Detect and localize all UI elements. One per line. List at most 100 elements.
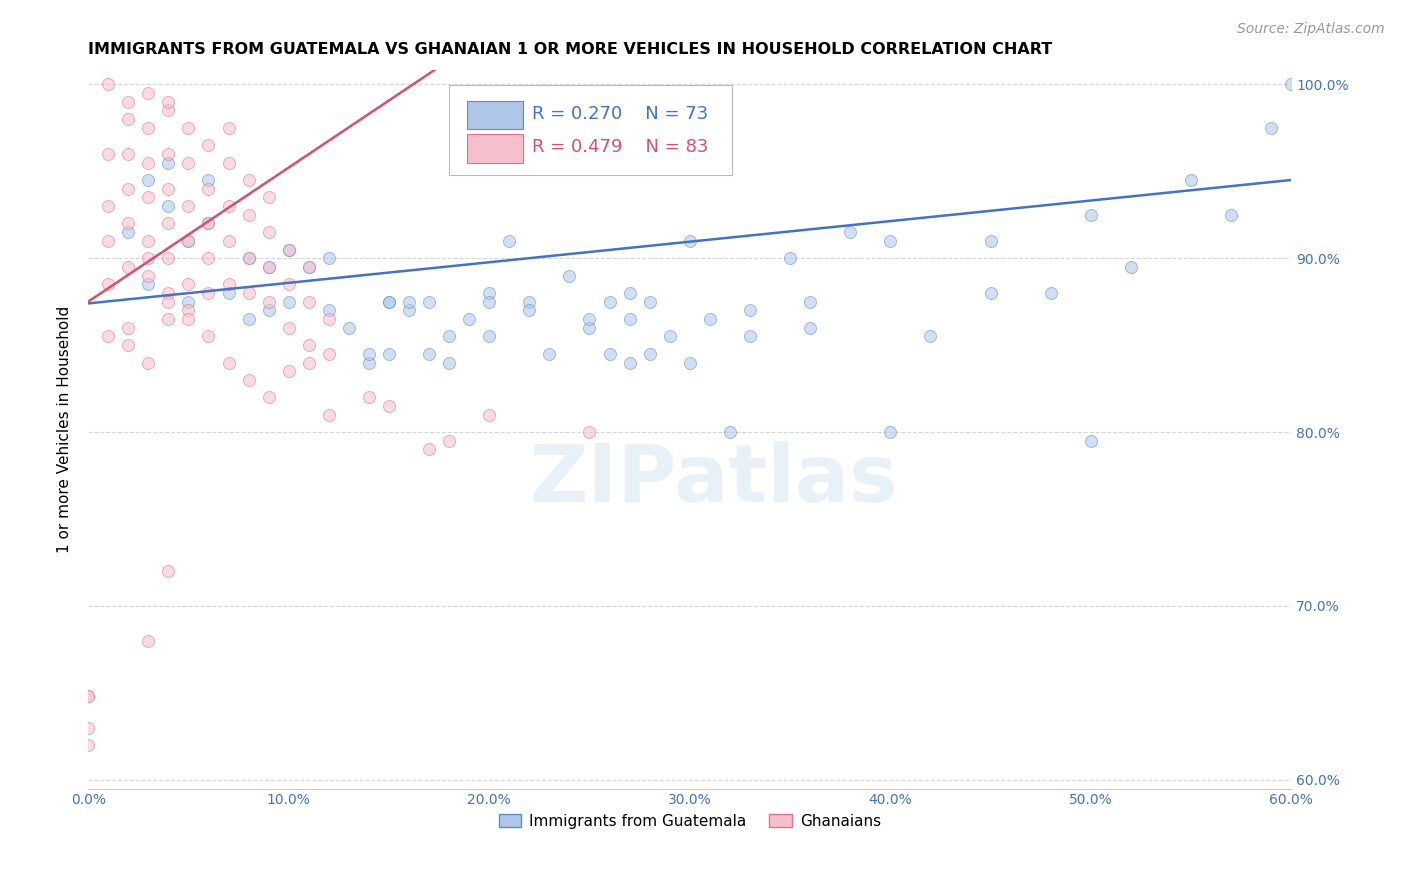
Point: [218, 199, 240, 213]
Point: [117, 216, 139, 230]
Point: [980, 234, 1002, 248]
Point: [197, 251, 219, 265]
Point: [197, 285, 219, 300]
Text: R = 0.479    N = 83: R = 0.479 N = 83: [531, 138, 709, 156]
Point: [136, 633, 159, 648]
Point: [117, 95, 139, 109]
Point: [318, 251, 340, 265]
Point: [238, 251, 260, 265]
Point: [538, 347, 561, 361]
Point: [218, 155, 240, 169]
Point: [458, 312, 481, 326]
Point: [619, 312, 641, 326]
Point: [218, 120, 240, 135]
Point: [77, 721, 100, 735]
Point: [136, 268, 159, 283]
Point: [197, 182, 219, 196]
FancyBboxPatch shape: [467, 135, 523, 163]
Point: [980, 285, 1002, 300]
Point: [277, 320, 299, 334]
Point: [257, 390, 280, 404]
Point: [136, 234, 159, 248]
Point: [257, 260, 280, 274]
Point: [718, 425, 741, 439]
Point: [799, 320, 821, 334]
Point: [238, 373, 260, 387]
Point: [136, 355, 159, 369]
FancyBboxPatch shape: [467, 101, 523, 129]
Point: [879, 234, 901, 248]
Point: [578, 320, 600, 334]
Text: ZIPatlas: ZIPatlas: [530, 441, 898, 519]
Point: [97, 329, 120, 343]
Point: [638, 294, 661, 309]
Point: [378, 294, 401, 309]
Point: [177, 155, 200, 169]
Point: [97, 234, 120, 248]
Point: [97, 199, 120, 213]
Point: [157, 251, 180, 265]
Point: [136, 251, 159, 265]
Point: [97, 78, 120, 92]
Point: [157, 103, 180, 118]
Point: [478, 294, 501, 309]
Point: [1080, 434, 1102, 448]
Point: [779, 251, 801, 265]
Point: [157, 182, 180, 196]
Point: [257, 294, 280, 309]
Point: [498, 234, 520, 248]
Point: [238, 312, 260, 326]
Point: [398, 303, 420, 318]
Point: [157, 216, 180, 230]
Point: [238, 173, 260, 187]
Point: [578, 312, 600, 326]
Point: [298, 260, 321, 274]
Point: [418, 442, 440, 457]
Point: [1180, 173, 1202, 187]
Point: [318, 312, 340, 326]
Point: [157, 147, 180, 161]
Point: [97, 277, 120, 292]
Text: R = 0.270    N = 73: R = 0.270 N = 73: [531, 104, 709, 122]
Point: [117, 182, 139, 196]
Point: [679, 234, 702, 248]
Point: [257, 225, 280, 239]
Point: [920, 329, 942, 343]
Point: [799, 294, 821, 309]
Point: [177, 294, 200, 309]
Point: [117, 147, 139, 161]
Point: [1279, 78, 1302, 92]
Point: [177, 303, 200, 318]
Point: [318, 347, 340, 361]
Point: [578, 425, 600, 439]
Point: [478, 285, 501, 300]
Point: [157, 285, 180, 300]
Point: [839, 225, 862, 239]
Point: [738, 329, 761, 343]
Point: [638, 347, 661, 361]
Point: [77, 738, 100, 752]
Point: [177, 120, 200, 135]
Point: [117, 320, 139, 334]
Point: [117, 112, 139, 127]
Point: [197, 329, 219, 343]
Point: [136, 190, 159, 204]
Point: [699, 312, 721, 326]
Point: [679, 355, 702, 369]
Point: [257, 190, 280, 204]
Point: [357, 347, 380, 361]
Point: [197, 216, 219, 230]
Point: [197, 216, 219, 230]
Point: [357, 390, 380, 404]
Point: [437, 355, 460, 369]
Point: [337, 320, 360, 334]
Point: [238, 208, 260, 222]
Point: [1220, 208, 1243, 222]
Point: [218, 277, 240, 292]
Point: [1080, 208, 1102, 222]
Point: [277, 243, 299, 257]
Point: [177, 234, 200, 248]
Point: [298, 355, 321, 369]
Point: [879, 425, 901, 439]
Point: [437, 329, 460, 343]
